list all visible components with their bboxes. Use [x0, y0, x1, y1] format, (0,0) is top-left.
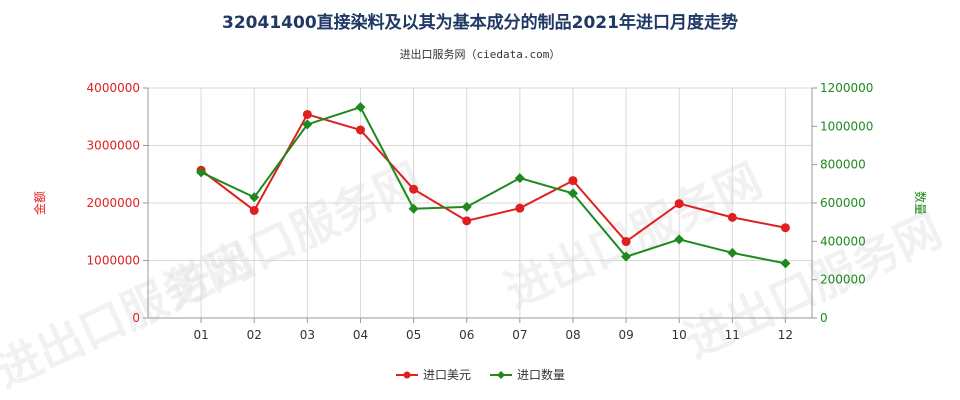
left-axis-tick-label: 4000000	[87, 81, 140, 95]
x-axis-tick-label: 06	[459, 328, 474, 342]
x-axis-tick-label: 10	[672, 328, 687, 342]
watermark-text: 进出口服务网	[677, 203, 950, 369]
series-point	[302, 119, 313, 130]
left-axis-tick-label: 3000000	[87, 139, 140, 153]
x-axis-tick-label: 09	[618, 328, 633, 342]
right-axis-tick-label: 600000	[820, 196, 866, 210]
x-axis-tick-label: 04	[353, 328, 368, 342]
left-axis-tick-label: 0	[132, 311, 140, 325]
chart-subtitle: 进出口服务网（ciedata.com）	[400, 47, 561, 61]
series-point	[461, 201, 472, 212]
series-layer	[196, 102, 791, 269]
series-point	[249, 205, 259, 215]
series-point	[409, 184, 419, 194]
series-point	[249, 192, 260, 203]
series-point	[514, 173, 525, 184]
series-point	[621, 237, 631, 247]
series-point	[727, 247, 738, 258]
series-line	[200, 113, 786, 243]
legend-marker	[497, 371, 505, 379]
right-axis-tick-label: 1200000	[820, 81, 873, 95]
series-point	[196, 167, 207, 178]
series-point	[302, 109, 312, 119]
series-point	[780, 258, 791, 269]
right-axis-tick-label: 0	[820, 311, 828, 325]
series-point	[621, 251, 632, 262]
chart-title: 32041400直接染料及以其为基本成分的制品2021年进口月度走势	[222, 12, 738, 33]
left-axis-tick-label: 2000000	[87, 196, 140, 210]
x-axis-tick-label: 08	[565, 328, 580, 342]
series-point	[355, 125, 365, 135]
x-axis-tick-label: 11	[725, 328, 740, 342]
legend: 进口美元 进口数量	[396, 367, 565, 382]
series-line	[200, 105, 786, 265]
legend-label: 进口美元	[423, 368, 471, 382]
right-axis-tick-label: 800000	[820, 158, 866, 172]
series-point	[674, 199, 684, 209]
right-axis-tick-label: 400000	[820, 234, 866, 248]
x-axis-tick-label: 01	[193, 328, 208, 342]
left-axis-tick-label: 1000000	[87, 254, 140, 268]
x-axis-tick-label: 12	[778, 328, 793, 342]
legend-label: 进口数量	[517, 367, 565, 382]
series-point	[462, 216, 472, 226]
series-point	[515, 203, 525, 213]
left-axis-title: 金额	[32, 191, 47, 215]
right-axis-tick-label: 200000	[820, 273, 866, 287]
right-axis-tick-label: 1000000	[820, 119, 873, 133]
right-axis-title: 数量	[913, 191, 928, 215]
x-axis-tick-label: 03	[300, 328, 315, 342]
legend-marker	[403, 371, 411, 379]
series-point	[567, 188, 578, 199]
series-point	[355, 102, 366, 113]
series-point	[674, 234, 685, 245]
series-point	[780, 223, 790, 233]
axes: 0 1000000 2000000 3000000 4000000 0 200000 4000…	[87, 81, 874, 342]
x-axis-tick-label: 02	[247, 328, 262, 342]
x-axis-tick-label: 05	[406, 328, 421, 342]
series-point	[408, 203, 419, 214]
x-axis-tick-label: 07	[512, 328, 527, 342]
series-point	[568, 176, 578, 186]
series-point	[727, 212, 737, 222]
